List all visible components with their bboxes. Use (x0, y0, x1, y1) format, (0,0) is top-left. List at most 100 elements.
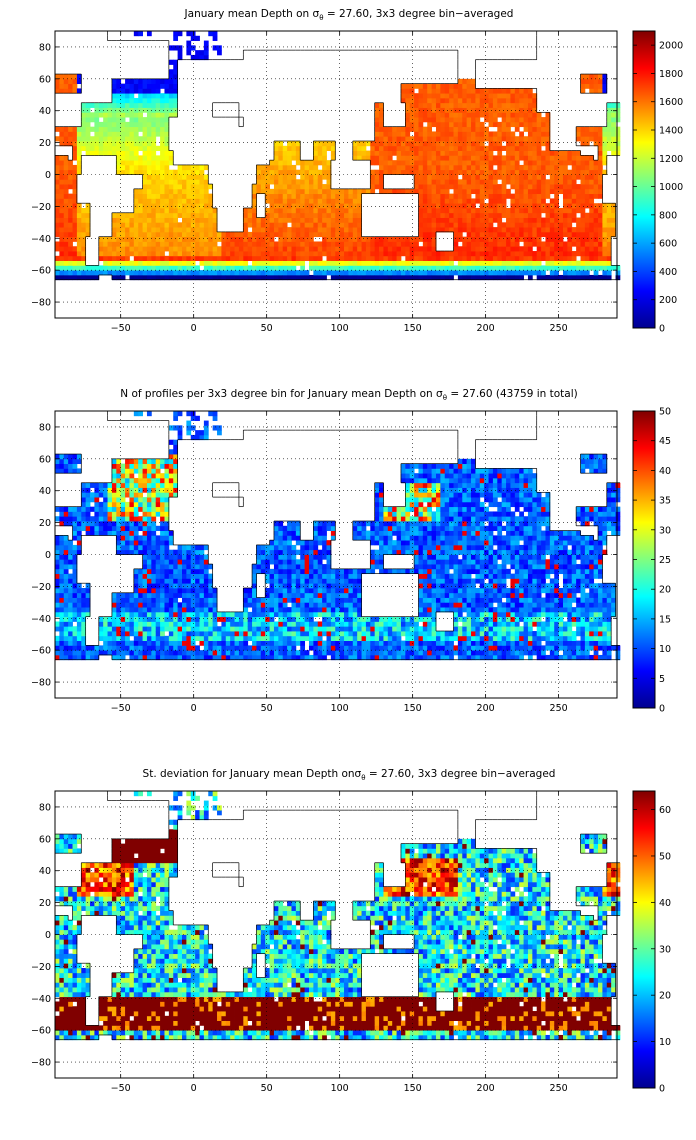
heatmap-cell (72, 616, 78, 622)
heatmap-cell (195, 274, 200, 281)
heatmap-cell (98, 616, 104, 622)
heatmap-cell (339, 188, 345, 195)
heatmap-cell (146, 169, 152, 175)
heatmap-cell (440, 193, 446, 199)
heatmap-cell (475, 184, 481, 190)
heatmap-cell (606, 131, 612, 137)
heatmap-cell (598, 88, 603, 94)
heatmap-cell (55, 540, 60, 546)
heatmap-cell (190, 227, 196, 233)
heatmap-cell (177, 198, 183, 204)
heatmap-cell (501, 117, 507, 123)
x-tick-label: 150 (404, 323, 422, 334)
heatmap-cell (466, 222, 472, 228)
heatmap-cell (199, 207, 205, 214)
heatmap-cell (475, 117, 481, 123)
heatmap-cell (55, 88, 60, 94)
heatmap-cell (291, 236, 297, 242)
heatmap-cell (63, 626, 69, 632)
heatmap-cell (562, 241, 568, 247)
heatmap-cell (357, 155, 362, 161)
heatmap-cell (554, 193, 560, 199)
heatmap-cell (278, 227, 284, 233)
heatmap-cell (523, 150, 529, 156)
heatmap-cell (444, 222, 450, 228)
heatmap-cell (59, 241, 65, 247)
heatmap-cell (602, 212, 608, 218)
heatmap-cell (72, 587, 78, 594)
heatmap-cell (221, 246, 227, 252)
heatmap-cell (374, 179, 380, 185)
heatmap-cell (304, 207, 310, 214)
heatmap-cell (392, 131, 397, 137)
heatmap-cell (164, 97, 170, 104)
heatmap-cell (186, 227, 192, 233)
heatmap-cell (116, 112, 122, 118)
heatmap-cell (72, 564, 78, 570)
heatmap-cell (519, 164, 524, 171)
heatmap-cell (129, 145, 135, 151)
heatmap-cell (133, 217, 139, 223)
colorbar-tick-label: 1000 (659, 182, 683, 193)
heatmap-cell (81, 231, 87, 238)
heatmap-cell (55, 597, 60, 603)
heatmap-cell (409, 251, 415, 257)
heatmap-cell (571, 207, 577, 214)
heatmap-cell (129, 227, 135, 233)
heatmap-cell (168, 227, 174, 233)
heatmap-cell (422, 117, 428, 123)
heatmap-cell (339, 274, 345, 281)
heatmap-cell (116, 511, 122, 517)
heatmap-cell (81, 654, 87, 661)
heatmap-cell (300, 188, 306, 195)
heatmap-cell (545, 251, 551, 257)
heatmap-cell (85, 121, 91, 128)
heatmap-cell (116, 645, 122, 651)
heatmap-cell (59, 602, 65, 608)
heatmap-cell (422, 265, 428, 271)
heatmap-cell (466, 255, 472, 261)
heatmap-cell (190, 203, 196, 209)
heatmap-cell (304, 236, 310, 242)
heatmap-cell (545, 217, 551, 223)
heatmap-cell (471, 131, 476, 137)
heatmap-cell (164, 145, 170, 151)
heatmap-cell (488, 136, 494, 142)
x-tick-label: 250 (550, 323, 568, 334)
heatmap-cell (59, 188, 65, 195)
heatmap-cell (300, 260, 306, 266)
heatmap-cell (85, 207, 91, 214)
heatmap-cell (497, 121, 503, 128)
heatmap-cell (348, 260, 354, 266)
heatmap-cell (308, 188, 314, 195)
heatmap-cell (462, 83, 468, 89)
heatmap-cell (287, 188, 292, 195)
heatmap-cell (484, 274, 489, 281)
heatmap-cell (444, 117, 450, 123)
heatmap-cell (484, 255, 489, 261)
heatmap-cell (514, 246, 520, 252)
heatmap-cell (527, 207, 533, 214)
heatmap-cell (282, 164, 288, 171)
heatmap-cell (457, 117, 463, 123)
heatmap-cell (76, 640, 82, 646)
heatmap-cell (138, 164, 143, 171)
heatmap-cell (129, 155, 135, 161)
heatmap-cell (396, 246, 402, 252)
heatmap-cell (160, 188, 165, 195)
heatmap-cell (155, 265, 161, 271)
heatmap-cell (409, 107, 415, 113)
heatmap-cell (519, 107, 524, 113)
heatmap-cell (313, 246, 319, 252)
heatmap-cell (440, 112, 446, 118)
heatmap-cell (602, 260, 608, 266)
heatmap-cell (562, 174, 568, 180)
heatmap-cell (81, 592, 87, 598)
heatmap-cell (471, 217, 476, 223)
heatmap-cell (523, 164, 529, 171)
heatmap-cell (435, 83, 441, 89)
heatmap-cell (146, 102, 152, 108)
heatmap-cell (300, 193, 306, 199)
heatmap-cell (322, 212, 327, 218)
heatmap-cell (107, 616, 113, 622)
